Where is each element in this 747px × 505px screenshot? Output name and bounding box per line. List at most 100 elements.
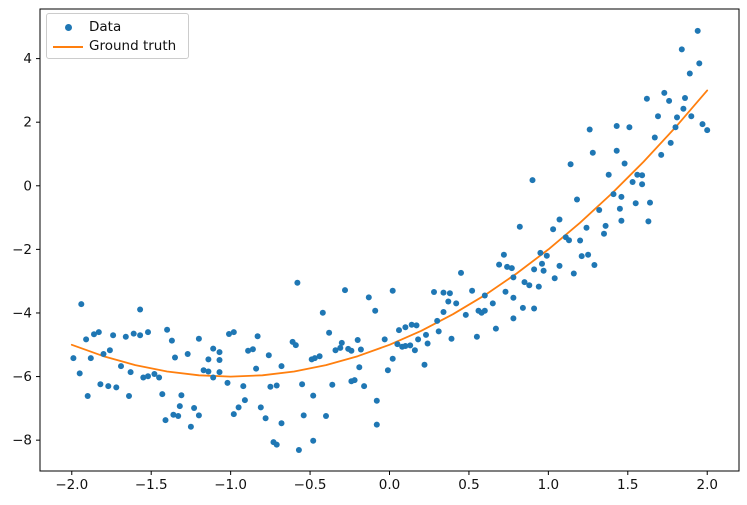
data-point <box>500 251 507 258</box>
data-point <box>537 249 544 256</box>
y-tick-label: −8 <box>12 433 32 449</box>
data-point <box>273 441 280 448</box>
data-point <box>338 339 345 346</box>
x-axis: −2.0 −1.5 −1.0 −0.5 0.0 0.5 1.0 1.5 2.0 <box>55 471 718 493</box>
data-point <box>361 383 368 390</box>
data-point <box>682 95 688 101</box>
data-point <box>184 351 191 357</box>
data-point <box>205 356 212 363</box>
x-tick-label: −0.5 <box>294 477 327 493</box>
data-point <box>106 347 113 354</box>
data-point <box>574 196 580 203</box>
data-point <box>399 343 406 350</box>
data-point <box>531 266 538 273</box>
data-point <box>661 89 668 96</box>
data-point <box>365 294 372 301</box>
data-point <box>678 46 685 53</box>
data-point <box>91 331 97 338</box>
data-point <box>126 393 132 399</box>
data-point <box>413 322 420 329</box>
data-point <box>140 374 147 381</box>
x-tick-label: 1.0 <box>538 477 559 493</box>
data-point <box>481 307 488 314</box>
data-point <box>396 327 402 334</box>
data-point <box>224 379 231 386</box>
data-point <box>216 349 223 356</box>
data-point <box>384 367 391 374</box>
data-point <box>431 289 437 295</box>
data-point <box>240 383 247 390</box>
data-point <box>578 253 585 260</box>
data-point <box>526 282 533 289</box>
data-point <box>373 397 380 404</box>
data-point <box>453 300 460 307</box>
data-point <box>342 287 348 294</box>
y-tick-label: −2 <box>12 242 32 258</box>
data-point <box>539 260 545 267</box>
data-point <box>421 361 428 368</box>
data-point <box>411 347 418 354</box>
data-point <box>70 355 77 362</box>
data-point <box>100 351 107 357</box>
data-point <box>610 191 617 198</box>
data-point <box>332 347 339 354</box>
data-point <box>496 261 503 268</box>
legend: Data Ground truth <box>46 13 189 59</box>
data-point <box>95 329 102 336</box>
data-point <box>326 329 333 336</box>
data-point <box>586 126 593 133</box>
data-point <box>402 324 409 331</box>
line-sample-icon <box>53 45 83 48</box>
data-point <box>510 274 517 281</box>
data-point <box>423 331 429 338</box>
data-point <box>645 218 652 225</box>
data-point <box>278 363 285 370</box>
data-point <box>254 333 261 340</box>
data-point <box>618 217 625 224</box>
data-point <box>492 325 499 332</box>
data-point <box>356 364 363 371</box>
legend-handle <box>47 45 89 48</box>
data-point <box>577 237 584 244</box>
legend-item-ground-truth: Ground truth <box>47 37 188 56</box>
data-point <box>596 207 603 213</box>
data-point <box>176 403 183 410</box>
data-point <box>278 420 285 427</box>
data-point <box>458 269 464 276</box>
x-tick-label: 1.5 <box>617 477 638 493</box>
data-marker-icon <box>64 24 72 31</box>
ground-truth-curve <box>70 89 709 378</box>
data-point <box>200 367 207 374</box>
data-point <box>145 329 151 336</box>
data-point <box>621 160 628 167</box>
data-point <box>110 332 117 339</box>
data-point <box>531 305 538 312</box>
data-point <box>118 363 124 370</box>
data-point <box>629 179 636 185</box>
data-point <box>195 412 202 419</box>
data-point <box>127 369 134 376</box>
data-point <box>680 105 687 112</box>
data-point <box>556 262 563 269</box>
data-point <box>535 283 542 290</box>
data-point <box>618 193 625 200</box>
data-point <box>570 270 577 277</box>
data-point <box>389 355 396 362</box>
data-point <box>407 342 414 349</box>
data-point <box>699 121 706 128</box>
y-axis: −8 −6 −4 −2 0 2 4 <box>12 51 40 449</box>
data-point <box>172 354 178 361</box>
data-point <box>310 437 317 444</box>
legend-label-data: Data <box>89 19 122 35</box>
data-point <box>502 288 509 295</box>
data-point <box>613 147 620 154</box>
data-point <box>216 357 223 363</box>
data-point <box>156 374 163 381</box>
data-point <box>83 336 90 343</box>
data-point <box>257 404 264 411</box>
data-point <box>262 415 269 422</box>
data-point <box>510 315 517 322</box>
data-point <box>113 384 120 391</box>
data-point <box>310 392 317 399</box>
